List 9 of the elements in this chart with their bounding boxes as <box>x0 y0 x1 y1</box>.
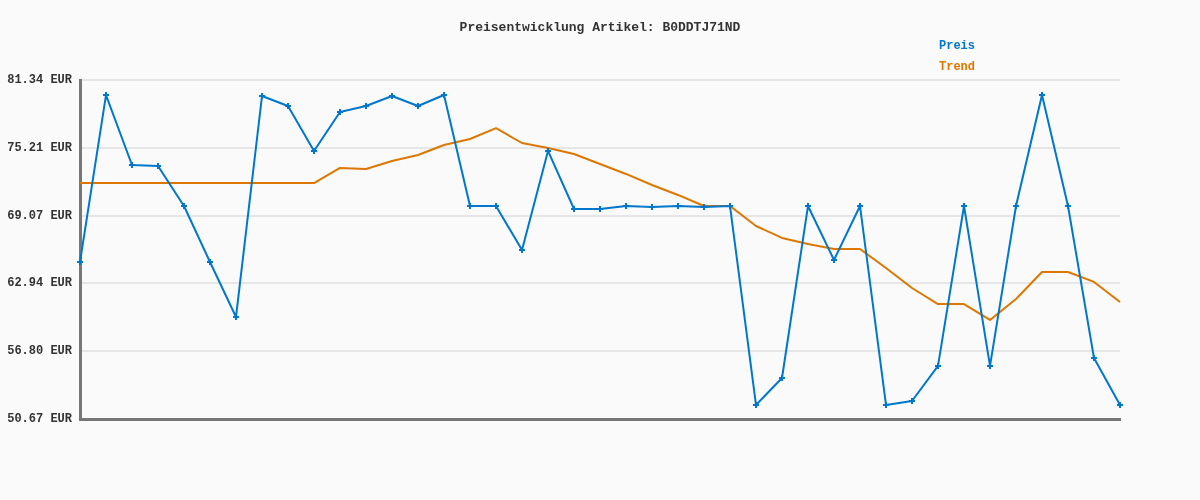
y-tick-label: 56.80 EUR <box>7 344 73 359</box>
y-tick-label: 69.07 EUR <box>7 208 73 223</box>
y-tick-label: 62.94 EUR <box>7 276 73 291</box>
chart-title: Preisentwicklung Artikel: B0DDTJ71ND <box>459 20 741 36</box>
y-tick-label: 50.67 EUR <box>7 412 73 427</box>
text: Trend <box>938 60 976 75</box>
y-tick-label: 75.21 EUR <box>7 140 73 155</box>
y-tick-label: 81.34 EUR <box>7 73 73 88</box>
text: Preis <box>938 39 976 54</box>
